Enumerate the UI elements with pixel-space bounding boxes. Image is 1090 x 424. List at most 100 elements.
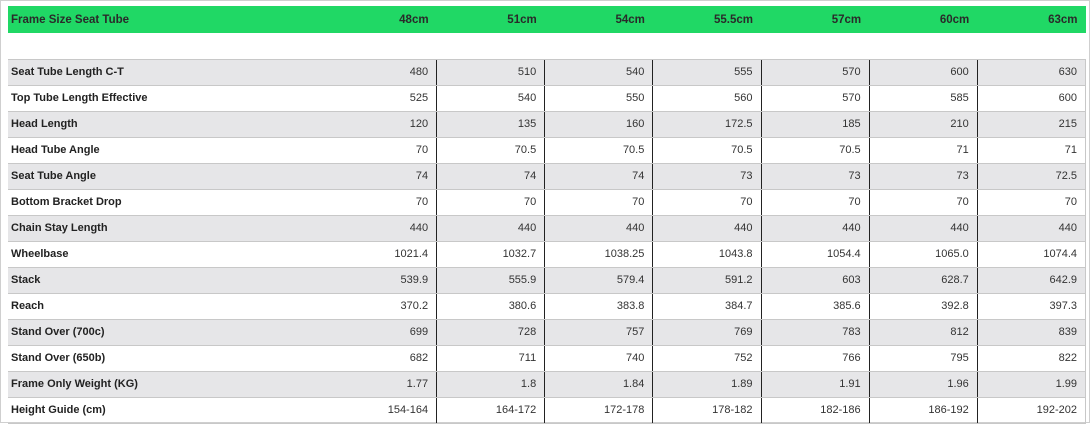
cell-value: 1074.4 <box>977 241 1087 268</box>
cell-value: 1.89 <box>652 371 762 398</box>
cell-value: 73 <box>652 163 762 190</box>
cell-value: 74 <box>544 163 654 190</box>
header-size-55-5cm: 55.5cm <box>713 13 753 26</box>
cell-value: 525 <box>328 85 438 112</box>
row-label: Head Length <box>8 111 329 138</box>
cell-value: 215 <box>977 111 1087 138</box>
cell-value: 555.9 <box>436 267 546 294</box>
cell-value: 70 <box>328 189 438 216</box>
cell-value: 192-202 <box>977 397 1087 424</box>
cell-value: 440 <box>761 215 870 242</box>
row-label: Seat Tube Angle <box>8 163 329 190</box>
cell-value: 370.2 <box>328 293 438 320</box>
cell-value: 1.96 <box>869 371 978 398</box>
cell-value: 783 <box>761 319 870 346</box>
header-size-51cm: 51cm <box>507 13 537 26</box>
cell-value: 70 <box>977 189 1087 216</box>
spacer-row <box>8 33 1086 60</box>
cell-value: 70 <box>544 189 654 216</box>
row-label: Bottom Bracket Drop <box>8 189 329 216</box>
table-row: Head Length 120 135 160 172.5 185 210 215 <box>8 111 1087 138</box>
row-label: Reach <box>8 293 329 320</box>
cell-value: 540 <box>436 85 546 112</box>
cell-value: 172.5 <box>652 111 762 138</box>
cell-value: 795 <box>869 345 978 372</box>
cell-value: 70.5 <box>436 137 546 164</box>
cell-value: 591.2 <box>652 267 762 294</box>
cell-value: 185 <box>761 111 870 138</box>
cell-value: 440 <box>977 215 1087 242</box>
cell-value: 70 <box>436 189 546 216</box>
cell-value: 570 <box>761 59 870 86</box>
cell-value: 74 <box>436 163 546 190</box>
cell-value: 380.6 <box>436 293 546 320</box>
cell-value: 186-192 <box>869 397 978 424</box>
cell-value: 74 <box>328 163 438 190</box>
row-label: Stack <box>8 267 329 294</box>
cell-value: 699 <box>328 319 438 346</box>
cell-value: 440 <box>544 215 654 242</box>
row-label: Head Tube Angle <box>8 137 329 164</box>
row-label: Seat Tube Length C-T <box>8 59 329 86</box>
cell-value: 711 <box>436 345 546 372</box>
cell-value: 384.7 <box>652 293 762 320</box>
cell-value: 630 <box>977 59 1087 86</box>
row-label: Top Tube Length Effective <box>8 85 329 112</box>
cell-value: 1.8 <box>436 371 546 398</box>
cell-value: 73 <box>761 163 870 190</box>
cell-value: 164-172 <box>436 397 546 424</box>
cell-value: 392.8 <box>869 293 978 320</box>
cell-value: 72.5 <box>977 163 1087 190</box>
cell-value: 1.99 <box>977 371 1087 398</box>
header-size-60cm: 60cm <box>939 13 970 26</box>
header-size-48cm: 48cm <box>399 13 429 26</box>
header-size-57cm: 57cm <box>831 13 862 26</box>
cell-value: 757 <box>544 319 654 346</box>
table-row: Top Tube Length Effective 525 540 550 560 570… <box>8 85 1087 112</box>
cell-value: 135 <box>436 111 546 138</box>
cell-value: 210 <box>869 111 978 138</box>
cell-value: 154-164 <box>328 397 438 424</box>
cell-value: 178-182 <box>652 397 762 424</box>
cell-value: 383.8 <box>544 293 654 320</box>
table-row: Seat Tube Angle 74 74 74 73 73 73 72.5 <box>8 163 1087 190</box>
cell-value: 600 <box>977 85 1087 112</box>
cell-value: 70 <box>869 189 978 216</box>
cell-value: 71 <box>977 137 1087 164</box>
cell-value: 160 <box>544 111 654 138</box>
cell-value: 70.5 <box>761 137 870 164</box>
table-row: Seat Tube Length C-T 480 510 540 555 570 600 63… <box>8 59 1087 86</box>
cell-value: 570 <box>761 85 870 112</box>
cell-value: 440 <box>652 215 762 242</box>
cell-value: 71 <box>869 137 978 164</box>
cell-value: 1038.25 <box>544 241 654 268</box>
cell-value: 839 <box>977 319 1087 346</box>
table-row: Wheelbase 1021.4 1032.7 1038.25 1043.8 1054.4… <box>8 241 1087 268</box>
cell-value: 480 <box>328 59 438 86</box>
row-label: Height Guide (cm) <box>8 397 329 424</box>
header-title: Frame Size Seat Tube <box>11 13 130 26</box>
cell-value: 600 <box>869 59 978 86</box>
cell-value: 73 <box>869 163 978 190</box>
spacer <box>8 33 1086 60</box>
cell-value: 70 <box>328 137 438 164</box>
cell-value: 728 <box>436 319 546 346</box>
cell-value: 812 <box>869 319 978 346</box>
cell-value: 1032.7 <box>436 241 546 268</box>
row-label: Chain Stay Length <box>8 215 329 242</box>
cell-value: 120 <box>328 111 438 138</box>
table-row: Stand Over (650b) 682 711 740 752 766 795 822 <box>8 345 1087 372</box>
cell-value: 1054.4 <box>761 241 870 268</box>
cell-value: 1.77 <box>328 371 438 398</box>
cell-value: 510 <box>436 59 546 86</box>
cell-value: 70.5 <box>652 137 762 164</box>
table-row: Frame Only Weight (KG) 1.77 1.8 1.84 1.89 1.9… <box>8 371 1087 398</box>
table-row: Stack 539.9 555.9 579.4 591.2 603 628.7 642.9 <box>8 267 1087 294</box>
row-label: Stand Over (700c) <box>8 319 329 346</box>
cell-value: 642.9 <box>977 267 1087 294</box>
cell-value: 766 <box>761 345 870 372</box>
cell-value: 1.84 <box>544 371 654 398</box>
cell-value: 628.7 <box>869 267 978 294</box>
table-row: Bottom Bracket Drop 70 70 70 70 70 70 70 <box>8 189 1087 216</box>
